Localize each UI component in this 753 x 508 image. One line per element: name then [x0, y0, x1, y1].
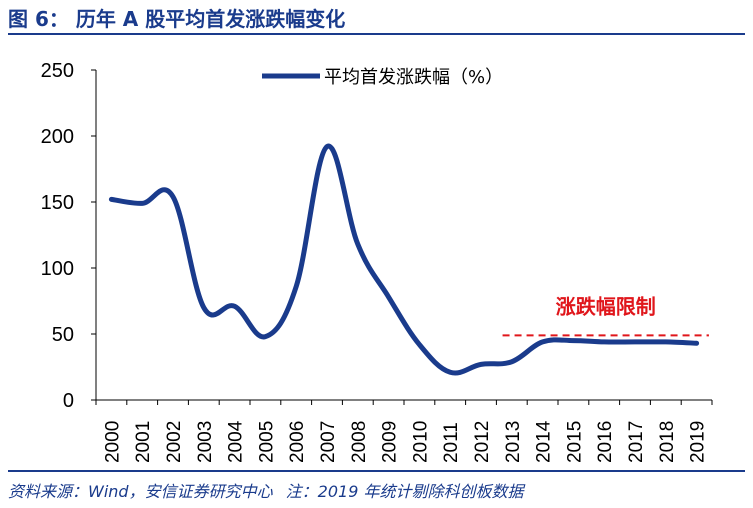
x-tick-label: 2006: [287, 421, 308, 463]
note-text: 注：2019 年统计剔除科创板数据: [285, 482, 524, 501]
limit-annotation: 涨跌幅限制: [556, 294, 656, 318]
x-tick-label: 2000: [102, 421, 123, 463]
x-tick-label: 2013: [503, 421, 524, 463]
legend-label: 平均首发涨跌幅（%）: [324, 67, 503, 88]
x-tick-label: 2016: [595, 421, 616, 463]
x-tick-label: 2008: [349, 421, 370, 463]
x-tick-label: 2011: [441, 422, 462, 463]
y-tick-label: 0: [63, 390, 74, 412]
x-tick-label: 2015: [564, 421, 585, 463]
x-tick-label: 2017: [626, 421, 647, 463]
source-divider: [8, 470, 745, 472]
source-note: 资料来源：Wind，安信证券研究中心 注：2019 年统计剔除科创板数据: [8, 478, 531, 502]
x-tick-label: 2009: [380, 421, 401, 463]
y-tick-label: 100: [41, 258, 74, 280]
x-tick-label: 2014: [534, 420, 555, 463]
x-tick-label: 2003: [195, 421, 216, 463]
x-tick-label: 2007: [318, 421, 339, 463]
figure-title: 图 6： 历年 A 股平均首发涨跌幅变化: [8, 7, 346, 31]
y-tick-label: 150: [41, 192, 74, 214]
x-tick-label: 2001: [133, 421, 154, 463]
x-tick-label: 2018: [657, 421, 678, 463]
line-chart: 0 50 100 150 200 250 2000 2001 2002 2003 2004 2005 2…: [41, 60, 713, 463]
x-tick-label: 2002: [164, 421, 185, 463]
y-tick-label: 50: [52, 324, 74, 346]
source-text: 资料来源：Wind，安信证券研究中心: [8, 482, 273, 501]
x-tick-label: 2019: [688, 421, 709, 463]
title-divider: [8, 33, 745, 35]
y-tick-label: 250: [41, 60, 74, 82]
x-tick-label: 2005: [256, 421, 277, 463]
series-line-0: [108, 143, 700, 376]
x-tick-label: 2010: [410, 421, 431, 463]
y-tick-label: 200: [41, 126, 74, 148]
x-tick-label: 2004: [226, 420, 247, 463]
x-tick-label: 2012: [472, 421, 493, 463]
